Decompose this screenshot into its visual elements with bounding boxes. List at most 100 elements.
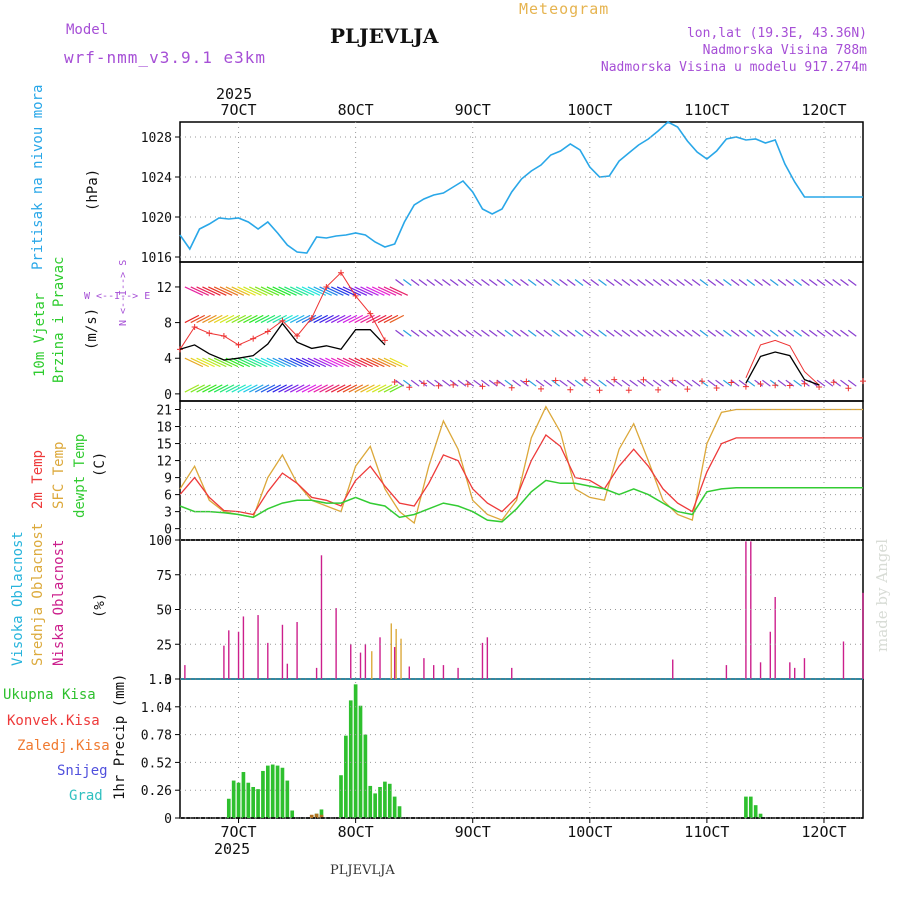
wind-arrow bbox=[389, 286, 409, 296]
wind-arrow bbox=[746, 379, 756, 387]
gust-marker bbox=[391, 379, 398, 386]
wind-arrow bbox=[777, 279, 787, 286]
wind-arrow bbox=[284, 286, 303, 296]
precip-bar bbox=[241, 772, 246, 818]
gust-marker bbox=[420, 380, 427, 387]
wind-arrow bbox=[676, 279, 685, 286]
wind-arrow bbox=[184, 384, 200, 393]
precip-bar bbox=[265, 765, 270, 818]
top-axis-ticks: 7OCT 8OCT 9OCT 10OCT 11OCT 12OCT bbox=[220, 101, 846, 119]
wind-arrow bbox=[278, 384, 293, 393]
wind-arrow bbox=[613, 329, 623, 337]
gust-marker bbox=[206, 330, 213, 337]
wind-arrow bbox=[723, 379, 732, 387]
wind-arrow bbox=[551, 279, 561, 286]
wind-arrow bbox=[402, 279, 412, 286]
wind-arrow bbox=[629, 279, 639, 286]
gust-marker bbox=[581, 376, 588, 383]
wind-arrow bbox=[266, 357, 286, 368]
wind-arrow bbox=[307, 314, 323, 324]
wind-arrow bbox=[457, 329, 467, 337]
wind-arrow bbox=[354, 384, 369, 393]
sfc-temp-line bbox=[179, 405, 863, 525]
wind-arrow bbox=[301, 314, 317, 324]
wind-arrow bbox=[348, 357, 368, 368]
precip-legend-grad: Grad bbox=[69, 788, 103, 804]
cloud-panel: 0 25 50 75 100 bbox=[149, 534, 864, 688]
wind-arrow bbox=[699, 279, 709, 286]
bottom-tick-label: 7OCT bbox=[220, 823, 256, 841]
wind-arrow bbox=[457, 379, 467, 387]
wind-arrow bbox=[260, 286, 280, 296]
wind-arrow bbox=[543, 279, 553, 286]
gust-marker bbox=[757, 380, 764, 387]
precip-bar bbox=[353, 684, 358, 818]
wind-arrow bbox=[402, 379, 412, 387]
wind-arrow bbox=[621, 279, 631, 286]
wind-arrow bbox=[652, 329, 662, 337]
wind-arrow bbox=[272, 357, 291, 368]
pressure-panel: 1016 1020 1024 1028 bbox=[141, 121, 863, 266]
precip-bar bbox=[373, 793, 377, 818]
freezing-precip-bar bbox=[314, 813, 319, 818]
wind-arrow bbox=[307, 384, 323, 393]
wind-arrow bbox=[289, 314, 305, 324]
wind-arrow bbox=[202, 384, 217, 393]
ytick-label: 12 bbox=[156, 281, 172, 296]
wind-arrow bbox=[449, 379, 459, 387]
wind-arrow bbox=[442, 329, 451, 337]
ytick-label: 1020 bbox=[141, 211, 172, 226]
wind-arrow bbox=[644, 379, 654, 387]
wind-arrow bbox=[395, 279, 404, 286]
precip-bar bbox=[348, 700, 353, 818]
wind-arrow bbox=[840, 379, 849, 387]
wind-arrow bbox=[816, 329, 826, 337]
page-title: PLJEVLJA bbox=[330, 24, 439, 48]
wind-arrow bbox=[426, 379, 436, 387]
precip-bar bbox=[246, 782, 251, 818]
precip-legend-frz: Zaledj.Kisa bbox=[17, 738, 110, 754]
gust-marker bbox=[479, 383, 486, 390]
panel-frames bbox=[179, 121, 864, 819]
gust-marker bbox=[464, 381, 471, 388]
wind-arrow bbox=[707, 379, 717, 387]
wind-arrow bbox=[231, 286, 250, 296]
wind-arrow bbox=[402, 329, 412, 337]
wind-arrow bbox=[243, 314, 258, 324]
gust-marker bbox=[337, 269, 344, 276]
wind-arrow bbox=[754, 329, 763, 337]
wind-arrow bbox=[847, 379, 857, 387]
wind-arrow bbox=[254, 286, 274, 296]
wind-arrow bbox=[590, 379, 600, 387]
wind-arrow bbox=[481, 329, 490, 337]
wind-arrow bbox=[360, 384, 375, 393]
wind-arrow bbox=[348, 286, 368, 296]
wind-arrow bbox=[621, 329, 631, 337]
ytick-label: 1.3 bbox=[149, 673, 172, 688]
wind-arrow bbox=[295, 384, 311, 393]
top-tick-label: 7OCT bbox=[220, 101, 256, 119]
wind-arrow bbox=[598, 329, 607, 337]
wind-arrow bbox=[668, 329, 678, 337]
ytick-label: 1028 bbox=[141, 131, 172, 146]
precip-bar bbox=[748, 796, 753, 818]
wind-arrow bbox=[348, 384, 364, 393]
wind-arrow bbox=[691, 279, 701, 286]
wind-arrow bbox=[190, 314, 206, 324]
wind-arrow bbox=[847, 329, 857, 337]
lonlat-label: lon,lat (19.3E, 43.36N) bbox=[687, 26, 867, 41]
wind-arrow bbox=[574, 329, 584, 337]
temp-unit: (C) bbox=[92, 452, 108, 477]
bottom-tick-label: 10OCT bbox=[567, 823, 612, 841]
gust-marker bbox=[655, 386, 662, 393]
wind-arrow bbox=[801, 279, 810, 286]
bottom-year-label: 2025 bbox=[214, 840, 250, 858]
wind-arrow bbox=[377, 357, 397, 368]
wind-arrow bbox=[793, 329, 802, 337]
gust-marker bbox=[640, 376, 647, 383]
wind-arrow bbox=[449, 329, 459, 337]
wind-arrow bbox=[260, 314, 276, 324]
ytick-label: 12 bbox=[156, 455, 172, 470]
wind-arrow bbox=[313, 286, 332, 296]
temperature-panel: 0 3 6 9 12 15 18 21 bbox=[156, 404, 863, 538]
